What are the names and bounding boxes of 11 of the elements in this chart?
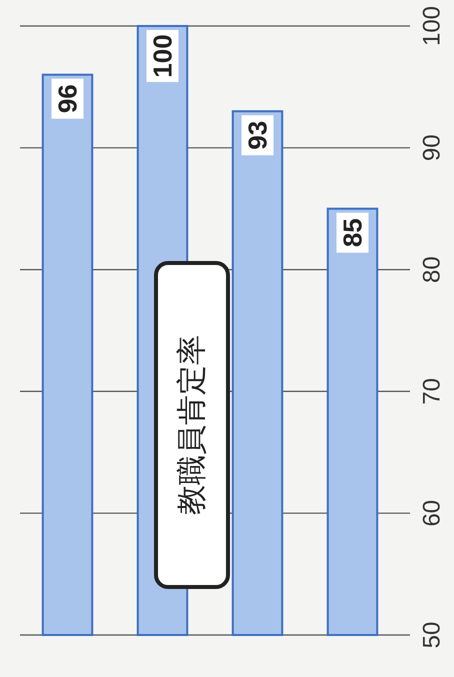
y-tick-label: 70 [418,378,446,405]
y-tick-label: 60 [418,500,446,527]
data-label: 93 [242,120,272,150]
y-tick-label: 50 [418,622,446,648]
text: 教職員肯定率 [174,335,210,515]
y-tick-label: 100 [418,6,446,46]
y-tick-label: 90 [418,134,446,162]
y-tick-label: 80 [418,256,446,283]
data-label: 100 [148,34,178,78]
data-label: 85 [338,218,368,248]
data-label: 96 [52,84,82,114]
